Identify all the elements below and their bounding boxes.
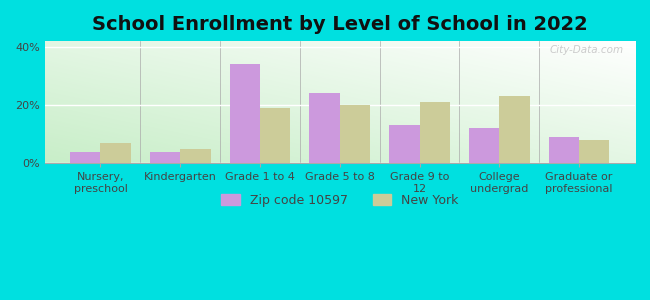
Legend: Zip code 10597, New York: Zip code 10597, New York — [216, 189, 463, 212]
Bar — [229, 64, 260, 163]
Bar — [180, 149, 211, 163]
Bar — [499, 96, 530, 163]
Bar — [469, 128, 499, 163]
Bar — [549, 137, 579, 163]
Bar — [340, 105, 370, 163]
Text: City-Data.com: City-Data.com — [549, 45, 623, 55]
Bar — [150, 152, 180, 163]
Bar — [579, 140, 610, 163]
Bar — [101, 143, 131, 163]
Bar — [309, 94, 340, 163]
Bar — [260, 108, 291, 163]
Title: School Enrollment by Level of School in 2022: School Enrollment by Level of School in … — [92, 15, 588, 34]
Bar — [70, 152, 101, 163]
Bar — [389, 125, 420, 163]
Bar — [420, 102, 450, 163]
